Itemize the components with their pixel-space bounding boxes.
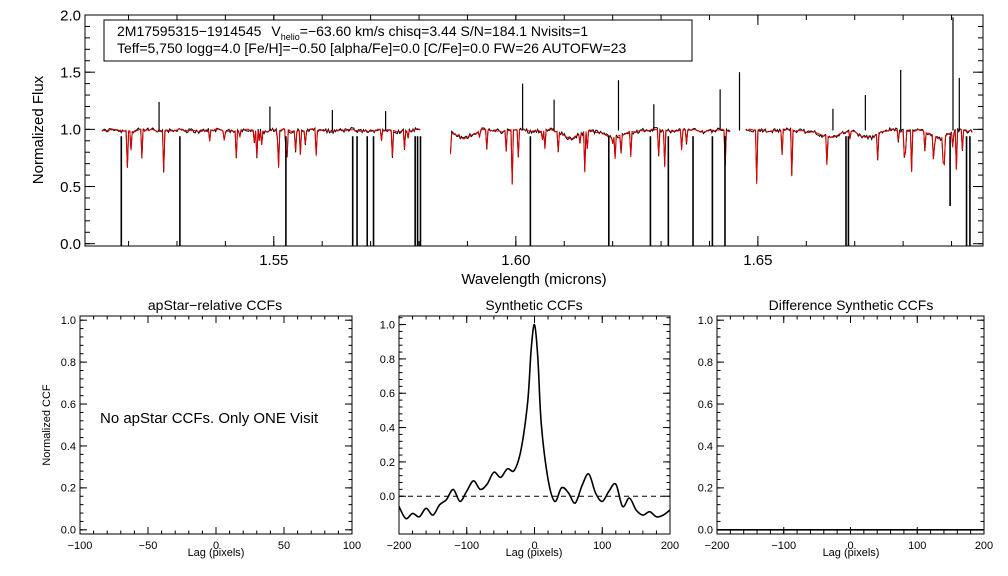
apstar-ccf-ytick-label: 0.0 (61, 525, 76, 537)
spectrum-ytick-label: 0.0 (60, 236, 81, 253)
difference-ccf-ytick-label: 0.0 (698, 525, 713, 537)
synthetic-ccf-lines (398, 323, 671, 520)
synthetic-ccf-xtick-label: −100 (454, 540, 479, 552)
apstar-ccf-xtick-label: 0 (213, 540, 219, 552)
annotation-line-1: 2M17595315−1914545 Vhelio=−63.60 km/s chi… (117, 23, 588, 42)
synthetic-ccf-ticks: −200 −100 0 100 200 0.0 0.2 0.4 0.6 0.8 1.0 (380, 316, 679, 552)
spectrum-observed-line (450, 126, 731, 184)
apstar-ccf-ytick-label: 0.6 (61, 399, 76, 411)
difference-ccf-ytick-label: 0.8 (698, 357, 713, 369)
difference-ccf-ytick-label: 0.6 (698, 399, 713, 411)
synthetic-ccf-xtick-label: −200 (387, 540, 412, 552)
apstar-ccf-ticks: −100 −50 0 50 100 0.0 0.2 0.4 0.6 0.8 1.0 (61, 315, 361, 552)
synthetic-ccf-ytick-label: 0.8 (380, 354, 395, 366)
spectrum-observed-line (745, 126, 973, 182)
annotation-box (103, 19, 693, 62)
apstar-ccf-xtick-label: 100 (343, 540, 361, 552)
synthetic-ccf-ytick-label: 0.4 (380, 422, 395, 434)
apstar-ccf-xtick-label: 50 (278, 540, 290, 552)
difference-ccf-panel: Difference Synthetic CCFs −200 −100 0 100 20… (698, 297, 993, 559)
synthetic-ccf-panel: Synthetic CCFs −200 −100 0 100 200 0.0 0.2 0.4 0… (380, 297, 679, 559)
annotation-vhelio: V (271, 23, 281, 39)
synthetic-ccf-plot-frame (398, 315, 671, 535)
spectrum-model-line (745, 128, 973, 185)
difference-ccf-title: Difference Synthetic CCFs (769, 297, 934, 313)
apstar-ccf-xtick-label: −100 (68, 540, 93, 552)
spectrum-xlabel: Wavelength (microns) (461, 271, 606, 288)
difference-ccf-xtick-label: 100 (908, 540, 926, 552)
spectrum-ytick-label: 0.5 (60, 179, 81, 196)
synthetic-ccf-ytick-label: 1.0 (380, 319, 395, 331)
synthetic-ccf-ytick-label: 0.2 (380, 457, 395, 469)
spectrum-panel: 1.55 1.60 1.65 0.0 0.5 1.0 1.5 2.0 Normalized F… (30, 7, 984, 288)
difference-ccf-xlabel: Lag (pixels) (823, 547, 880, 559)
difference-ccf-xtick-label: −100 (771, 540, 796, 552)
difference-ccf-xtick-label: 0 (847, 540, 853, 552)
apstar-ccf-ytick-label: 1.0 (61, 315, 76, 327)
synthetic-ccf-ytick-label: 0.0 (380, 491, 395, 503)
apstar-ccf-xlabel: Lag (pixels) (188, 547, 245, 559)
apstar-ccf-ytick-label: 0.8 (61, 357, 76, 369)
difference-ccf-ytick-label: 0.4 (698, 441, 713, 453)
difference-ccf-xtick-label: −200 (705, 540, 730, 552)
annotation-line-2: Teff=5,750 logg=4.0 [Fe/H]=−0.50 [alpha/… (117, 40, 626, 56)
difference-ccf-ticks: −200 −100 0 100 200 0.0 0.2 0.4 0.6 0.8 1.0 (698, 315, 993, 552)
spectrum-ytick-label: 2.0 (60, 7, 81, 24)
apstar-ccf-panel: apStar−relative CCFs −100 −50 0 50 100 0.0 0.2… (41, 297, 361, 559)
annotation-vhelio-sub: helio (281, 32, 300, 42)
synthetic-ccf-xlabel: Lag (pixels) (506, 547, 563, 559)
apstar-ccf-ylabel: Normalized CCF (41, 384, 53, 466)
spectrum-xtick-label: 1.65 (743, 252, 772, 269)
synthetic-ccf-xtick-label: 0 (531, 540, 537, 552)
spectrum-xtick-label: 1.60 (501, 252, 530, 269)
annotation-line-1-rest: =−63.60 km/s chisq=3.44 S/N=184.1 Nvisit… (300, 23, 589, 39)
synthetic-ccf-xtick-label: 100 (593, 540, 611, 552)
spectrum-ytick-label: 1.5 (60, 64, 81, 81)
apstar-ccf-ytick-label: 0.2 (61, 483, 76, 495)
annotation-star-id: 2M17595315−1914545 (117, 23, 262, 39)
spectrum-plot-frame (84, 14, 984, 247)
spectrum-ylabel: Normalized Flux (30, 75, 47, 184)
synthetic-ccf-line (398, 323, 671, 520)
spectrum-ticks: 1.55 1.60 1.65 0.0 0.5 1.0 1.5 2.0 (60, 7, 983, 269)
apstar-ccf-title: apStar−relative CCFs (148, 297, 282, 313)
difference-ccf-ytick-label: 0.2 (698, 483, 713, 495)
spectrum-model-line (450, 128, 731, 185)
synthetic-ccf-xtick-label: 200 (661, 540, 679, 552)
synthetic-ccf-ytick-label: 0.6 (380, 388, 395, 400)
apstar-ccf-xtick-label: −50 (139, 540, 158, 552)
difference-ccf-plot-frame (716, 315, 985, 535)
spectrum-lines (101, 17, 973, 246)
difference-ccf-ytick-label: 1.0 (698, 315, 713, 327)
spectrum-model-line (101, 128, 421, 172)
apstar-ccf-ytick-label: 0.4 (61, 441, 76, 453)
spectrum-xtick-label: 1.55 (259, 252, 288, 269)
spectrum-ytick-label: 1.0 (60, 122, 81, 139)
apstar-ccf-message: No apStar CCFs. Only ONE Visit (100, 410, 319, 427)
difference-ccf-xtick-label: 200 (975, 540, 993, 552)
synthetic-ccf-title: Synthetic CCFs (485, 297, 582, 313)
